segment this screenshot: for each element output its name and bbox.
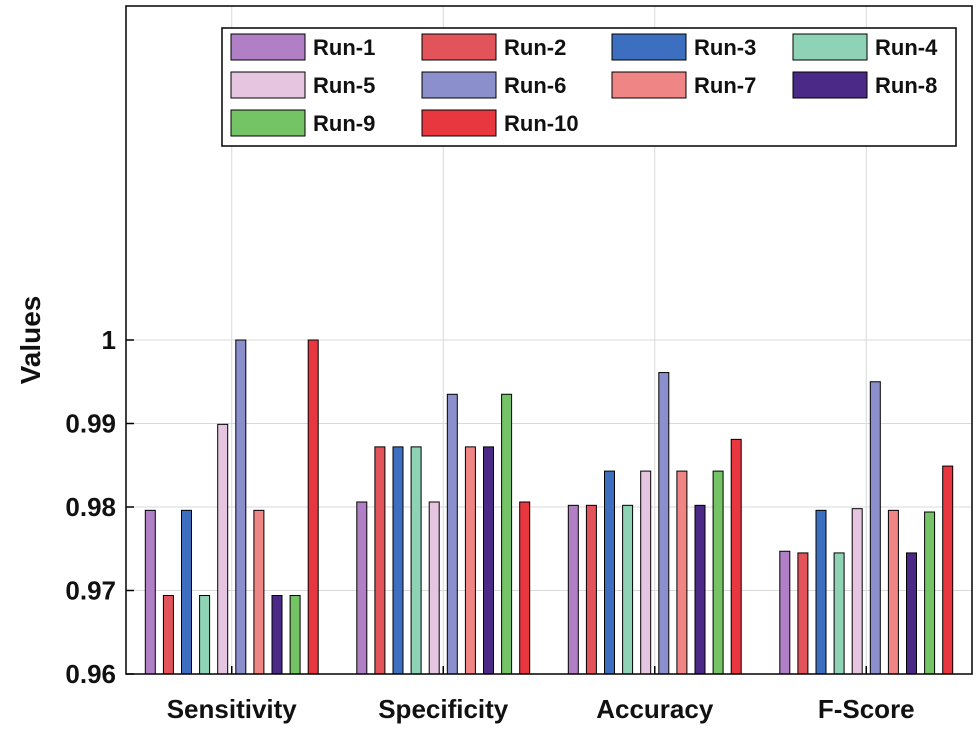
bar xyxy=(253,509,265,675)
bar xyxy=(694,504,706,675)
y-tick-label: 0.97 xyxy=(65,576,116,606)
legend-swatch xyxy=(230,109,306,137)
legend-label: Run-1 xyxy=(313,35,375,60)
bar xyxy=(446,393,458,675)
legend-swatch xyxy=(792,71,868,99)
bar xyxy=(567,504,579,675)
bar xyxy=(887,509,899,675)
x-tick-label: F-Score xyxy=(818,694,915,724)
y-axis-label: Values xyxy=(15,296,46,385)
bar xyxy=(869,381,881,675)
bar xyxy=(144,509,156,675)
bar xyxy=(483,446,494,675)
bar xyxy=(815,509,827,675)
bar xyxy=(640,470,652,675)
bar xyxy=(779,550,791,675)
legend-swatch xyxy=(230,33,306,61)
legend-swatch xyxy=(421,71,497,99)
bar xyxy=(289,595,301,675)
bar xyxy=(622,504,634,675)
legend-swatch xyxy=(792,33,868,61)
y-tick-label: 0.99 xyxy=(65,409,116,439)
bar xyxy=(851,508,863,675)
bar xyxy=(924,511,936,675)
bar xyxy=(392,446,404,675)
bar xyxy=(181,509,192,675)
bar xyxy=(464,446,476,675)
bar xyxy=(162,595,174,675)
x-tick-label: Accuracy xyxy=(596,694,714,724)
bar xyxy=(356,501,368,675)
y-tick-label: 1 xyxy=(102,325,116,355)
legend-swatch xyxy=(611,33,687,61)
bar xyxy=(730,438,742,675)
x-tick-label: Specificity xyxy=(378,694,509,724)
bar xyxy=(410,446,422,675)
legend-label: Run-8 xyxy=(875,73,937,98)
bar xyxy=(833,552,845,675)
legend-label: Run-9 xyxy=(313,111,375,136)
bar xyxy=(501,393,513,675)
y-tick-label: 0.96 xyxy=(65,659,116,689)
bar xyxy=(217,423,229,675)
x-axis-ticks: Sensitivity Specificity Accuracy F-Score xyxy=(167,666,915,724)
legend-label: Run-3 xyxy=(694,35,756,60)
bar xyxy=(585,504,597,675)
bar xyxy=(604,470,615,675)
bar xyxy=(271,595,283,675)
bar xyxy=(658,372,670,675)
y-tick-label: 0.98 xyxy=(65,492,116,522)
bar xyxy=(712,470,724,675)
y-axis-ticks: 0.96 0.97 0.98 0.99 1 xyxy=(65,325,134,689)
legend-swatch xyxy=(611,71,687,99)
legend-label: Run-10 xyxy=(504,111,579,136)
bar xyxy=(428,501,440,675)
legend-swatch xyxy=(421,33,497,61)
legend-swatch xyxy=(230,71,306,99)
bar xyxy=(942,465,954,675)
x-tick-label: Sensitivity xyxy=(167,694,298,724)
bar xyxy=(519,501,531,675)
bar xyxy=(797,552,809,675)
legend: Run-1 Run-2 Run-3 Run-4 Run-5 Run-6 Run-7 Run-8… xyxy=(221,27,957,147)
bar xyxy=(199,595,211,675)
legend-label: Run-7 xyxy=(694,73,756,98)
bars-group xyxy=(144,339,954,675)
bar xyxy=(307,339,319,675)
legend-swatch xyxy=(421,109,497,137)
legend-label: Run-2 xyxy=(504,35,566,60)
bar xyxy=(906,552,917,675)
bar xyxy=(676,470,688,675)
bar xyxy=(374,446,386,675)
bar xyxy=(235,339,247,675)
legend-label: Run-4 xyxy=(875,35,938,60)
legend-label: Run-6 xyxy=(504,73,566,98)
legend-label: Run-5 xyxy=(313,73,375,98)
